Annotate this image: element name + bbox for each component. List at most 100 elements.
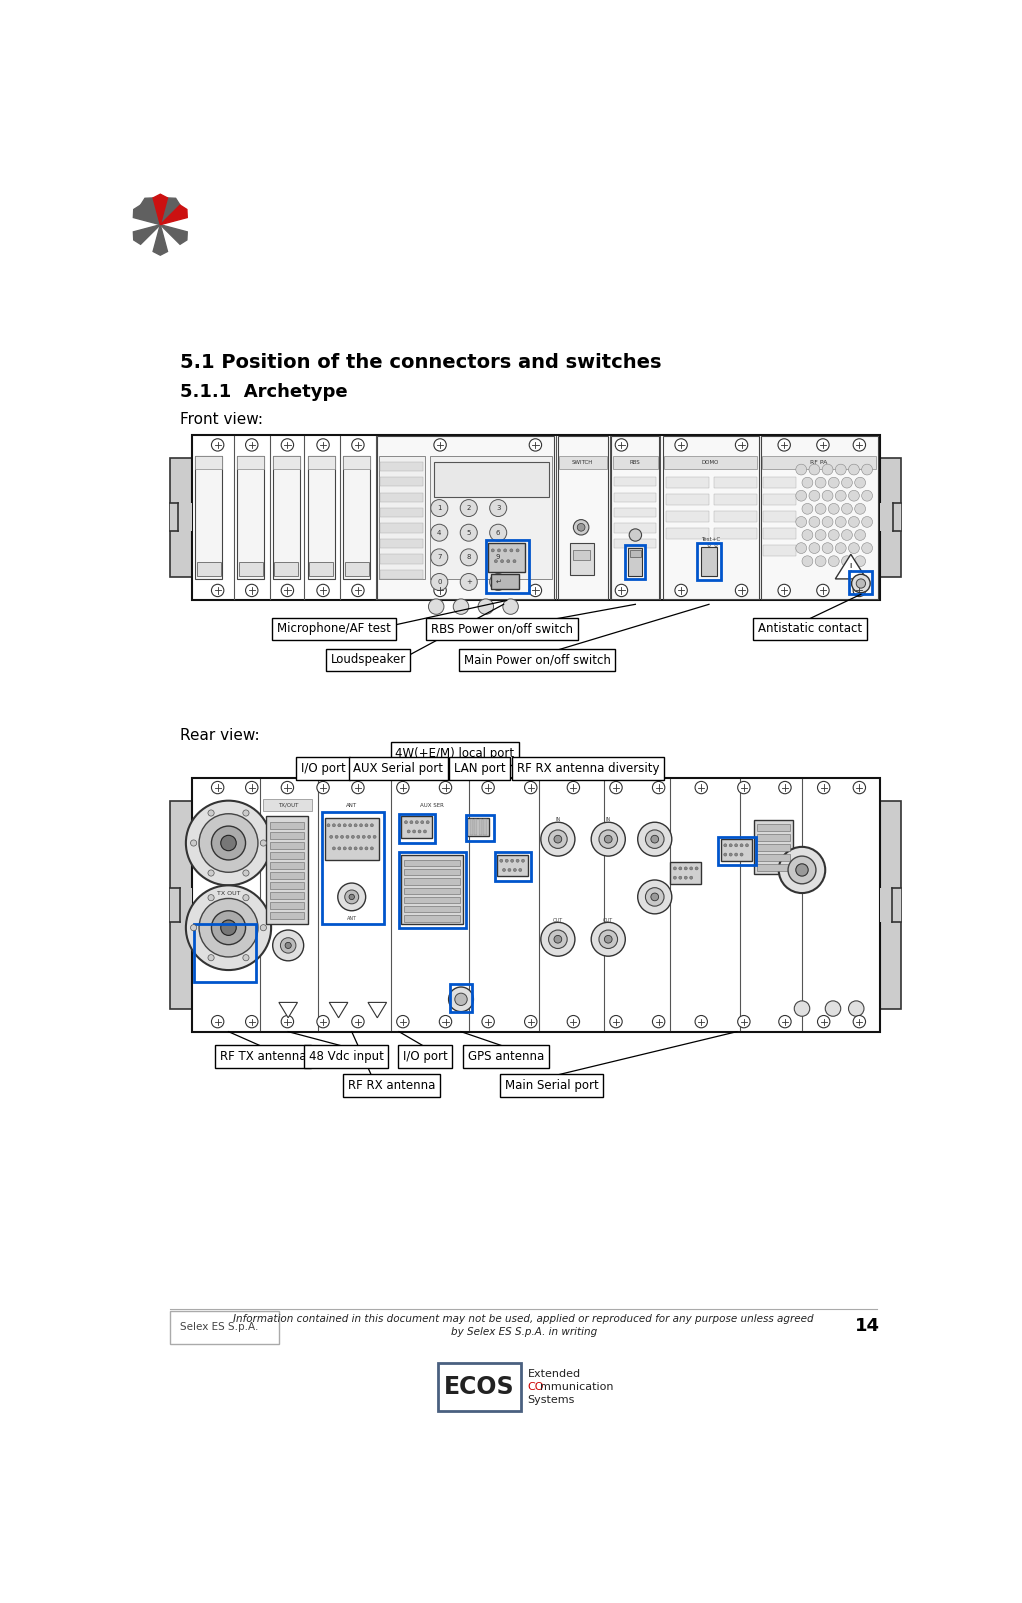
Circle shape [343,824,346,827]
Text: RF RX antenna diversity: RF RX antenna diversity [517,761,659,774]
Circle shape [199,814,258,872]
Circle shape [835,465,846,474]
FancyBboxPatch shape [270,912,305,919]
Circle shape [822,516,833,527]
Circle shape [524,1015,537,1028]
FancyBboxPatch shape [665,511,709,523]
Circle shape [516,548,519,551]
Circle shape [352,439,364,450]
Circle shape [549,930,567,949]
Circle shape [281,781,293,793]
FancyBboxPatch shape [469,819,472,835]
Circle shape [418,830,421,834]
Polygon shape [279,1002,297,1018]
Text: ANT: ANT [346,915,357,922]
Circle shape [516,859,519,862]
Circle shape [490,500,507,516]
FancyBboxPatch shape [270,902,305,909]
FancyBboxPatch shape [763,494,796,505]
FancyBboxPatch shape [171,800,192,1008]
FancyBboxPatch shape [405,898,460,902]
Circle shape [490,574,507,590]
Circle shape [796,491,806,502]
Circle shape [273,930,304,960]
Polygon shape [368,1002,386,1018]
Polygon shape [160,205,187,224]
Circle shape [453,600,469,614]
Circle shape [245,781,258,793]
FancyBboxPatch shape [325,818,379,859]
Text: 5.1 Position of the connectors and switches: 5.1 Position of the connectors and switc… [181,353,662,372]
FancyBboxPatch shape [402,816,432,838]
FancyBboxPatch shape [343,457,370,468]
Circle shape [281,583,293,596]
Text: RBS: RBS [630,460,641,465]
Circle shape [835,543,846,553]
Circle shape [679,877,682,878]
Text: AUX SER: AUX SER [420,803,445,808]
Circle shape [317,583,329,596]
Circle shape [690,867,693,870]
FancyBboxPatch shape [569,543,595,575]
Text: SWITCH: SWITCH [572,460,594,465]
FancyBboxPatch shape [308,457,334,468]
Text: !: ! [848,563,853,574]
Circle shape [740,843,743,846]
Circle shape [818,781,830,793]
Circle shape [829,529,839,540]
Circle shape [330,835,333,838]
Circle shape [212,583,224,596]
FancyBboxPatch shape [405,915,460,922]
Circle shape [848,1000,864,1016]
Circle shape [186,800,271,885]
Circle shape [529,583,542,596]
Text: 7: 7 [437,555,442,561]
Circle shape [439,1015,452,1028]
Circle shape [853,583,866,596]
Circle shape [817,439,829,450]
Circle shape [397,1015,409,1028]
Circle shape [554,936,562,943]
Text: 6: 6 [496,529,501,535]
Circle shape [554,835,562,843]
Circle shape [449,987,473,1011]
Circle shape [816,503,826,515]
Circle shape [862,491,873,502]
FancyBboxPatch shape [405,869,460,875]
Polygon shape [141,197,160,224]
Circle shape [853,1015,866,1028]
Circle shape [521,859,524,862]
FancyBboxPatch shape [405,878,460,885]
Circle shape [738,1015,750,1028]
FancyBboxPatch shape [273,457,299,468]
Text: RF RX antenna: RF RX antenna [347,1079,435,1092]
Circle shape [365,824,368,827]
Circle shape [360,846,363,850]
Circle shape [822,465,833,474]
FancyBboxPatch shape [192,777,880,1032]
Circle shape [340,835,343,838]
FancyBboxPatch shape [192,434,880,601]
FancyBboxPatch shape [721,838,751,861]
Circle shape [802,529,812,540]
Circle shape [854,556,866,566]
FancyBboxPatch shape [238,563,263,575]
FancyBboxPatch shape [713,494,757,505]
FancyBboxPatch shape [880,888,901,922]
Text: Information contained in this document may not be used, applied or reproduced fo: Information contained in this document m… [233,1314,815,1324]
Circle shape [848,516,860,527]
Circle shape [243,955,249,960]
Circle shape [841,556,852,566]
Circle shape [501,559,504,563]
Circle shape [317,439,329,450]
Circle shape [207,810,215,816]
Circle shape [434,439,447,450]
Circle shape [735,853,738,856]
FancyBboxPatch shape [402,854,463,923]
Circle shape [245,1015,258,1028]
Circle shape [817,583,829,596]
Circle shape [431,524,448,542]
Circle shape [327,824,330,827]
Circle shape [421,821,424,824]
Circle shape [630,529,642,542]
